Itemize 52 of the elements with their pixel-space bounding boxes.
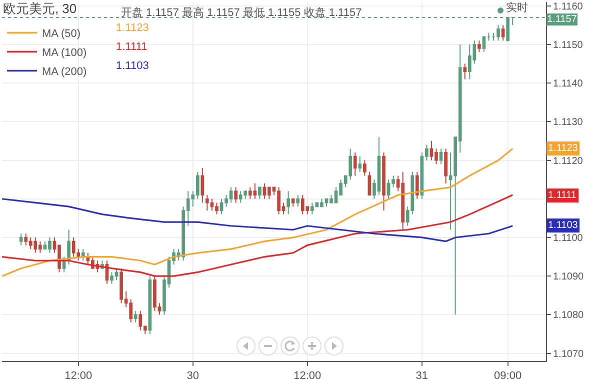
y-tick-label: 1.1090 <box>553 272 584 283</box>
y-tick-label: 1.1070 <box>553 348 584 360</box>
chart-title: 欧元美元, 30 <box>2 0 77 16</box>
y-tick-label: 1.1080 <box>553 310 584 322</box>
annotation: 1.1111 <box>548 190 577 201</box>
candlestick <box>286 190 290 215</box>
candlestick <box>296 194 300 208</box>
candlestick <box>496 24 500 42</box>
candlestick <box>258 186 262 200</box>
annotation: 1.1123 <box>116 22 149 34</box>
candlestick <box>67 229 70 265</box>
y-tick-label: 1.1160 <box>553 1 584 12</box>
legend-label: MA (100) <box>42 46 87 59</box>
candlestick <box>368 171 372 196</box>
candlestick <box>501 24 505 42</box>
candlestick <box>148 276 152 334</box>
x-tick-label: 31 <box>416 370 428 379</box>
candlestick <box>382 152 386 211</box>
annotation: 1.1103 <box>548 220 578 231</box>
candlestick <box>444 148 448 184</box>
x-tick-label: 12:00 <box>64 370 92 379</box>
candlestick <box>291 198 295 208</box>
candlestick <box>363 160 366 176</box>
candlestick <box>415 171 419 200</box>
candlestick <box>482 36 486 53</box>
candlestick <box>478 40 481 53</box>
candlestick <box>19 233 23 246</box>
x-tick-label: 30 <box>186 370 200 379</box>
annotation: 1.1123 <box>548 143 578 154</box>
candlestick <box>487 32 490 42</box>
x-tick-label: 12:00 <box>294 370 322 379</box>
ref-line-label: 1.1157 <box>547 14 578 25</box>
candlestick <box>358 156 362 172</box>
legend-label: MA (200) <box>42 66 87 78</box>
candlestick <box>463 63 467 80</box>
annotation: 1.1103 <box>116 60 149 72</box>
y-tick-label: 1.1130 <box>553 117 584 128</box>
candlestick <box>134 310 138 323</box>
y-tick-label: 1.1100 <box>553 232 584 244</box>
candlestick <box>492 32 496 42</box>
annotation: 开盘 1.1157 最高 1.1157 最低 1.1155 收盘 1.1157 <box>121 6 362 19</box>
annotation: 1.1111 <box>116 41 148 53</box>
candlestick <box>353 152 357 176</box>
y-tick-label: 1.1150 <box>553 40 584 51</box>
candlestick <box>200 167 204 204</box>
candlestick <box>439 148 443 165</box>
y-tick-label: 1.1140 <box>553 78 584 90</box>
x-tick-label: 09:00 <box>494 370 522 379</box>
y-tick-label: 1.1120 <box>553 156 584 167</box>
annotation: 实时 <box>506 1 528 14</box>
legend-label: MA (50) <box>42 28 81 40</box>
candlestick <box>234 186 238 204</box>
